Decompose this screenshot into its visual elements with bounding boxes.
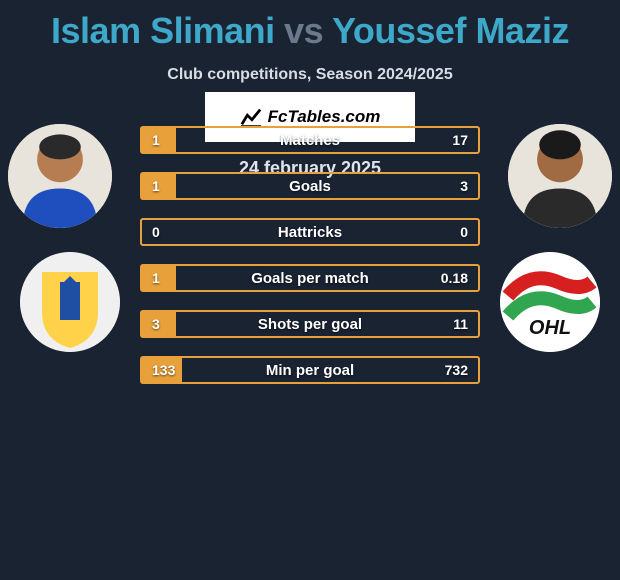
subtitle: Club competitions, Season 2024/2025 xyxy=(0,66,620,84)
stat-value-right: 17 xyxy=(452,132,468,148)
stat-value-left: 0 xyxy=(152,224,160,240)
stat-label: Goals xyxy=(289,178,331,195)
player1-avatar xyxy=(8,124,112,228)
stat-value-right: 732 xyxy=(445,362,468,378)
stat-row: 1 Goals 3 xyxy=(140,172,480,200)
stat-row: 1 Matches 17 xyxy=(140,126,480,154)
comparison-title: Islam Slimani vs Youssef Maziz xyxy=(0,0,620,52)
player1-avatar-icon xyxy=(8,124,112,228)
player2-avatar xyxy=(508,124,612,228)
player2-club-badge: OHL xyxy=(500,252,600,352)
stat-label: Hattricks xyxy=(278,224,342,241)
stat-value-left: 133 xyxy=(152,362,175,378)
vs-separator: vs xyxy=(284,10,323,51)
stat-value-left: 1 xyxy=(152,132,160,148)
svg-text:OHL: OHL xyxy=(529,317,571,339)
stat-value-right: 11 xyxy=(453,316,468,332)
stat-label: Shots per goal xyxy=(258,316,362,333)
stat-row: 1 Goals per match 0.18 xyxy=(140,264,480,292)
fctables-logo-icon xyxy=(240,106,262,128)
player2-avatar-icon xyxy=(508,124,612,228)
club1-icon xyxy=(20,252,120,352)
stat-value-right: 0.18 xyxy=(441,270,468,286)
stat-label: Goals per match xyxy=(251,270,369,287)
stat-value-right: 0 xyxy=(460,224,468,240)
player1-club-badge xyxy=(20,252,120,352)
player2-name: Youssef Maziz xyxy=(332,10,569,51)
stat-value-left: 1 xyxy=(152,270,160,286)
stat-row: 133 Min per goal 732 xyxy=(140,356,480,384)
player1-name: Islam Slimani xyxy=(51,10,275,51)
stat-label: Min per goal xyxy=(266,362,354,379)
stat-row: 3 Shots per goal 11 xyxy=(140,310,480,338)
stat-value-left: 3 xyxy=(152,316,160,332)
stats-bars: 1 Matches 17 1 Goals 3 0 Hattricks 0 1 Goals per m… xyxy=(140,126,480,402)
stat-label: Matches xyxy=(280,132,340,149)
club2-icon: OHL xyxy=(500,252,600,352)
stat-value-left: 1 xyxy=(152,178,160,194)
stat-value-right: 3 xyxy=(460,178,468,194)
source-label: FcTables.com xyxy=(268,107,381,127)
stat-row: 0 Hattricks 0 xyxy=(140,218,480,246)
